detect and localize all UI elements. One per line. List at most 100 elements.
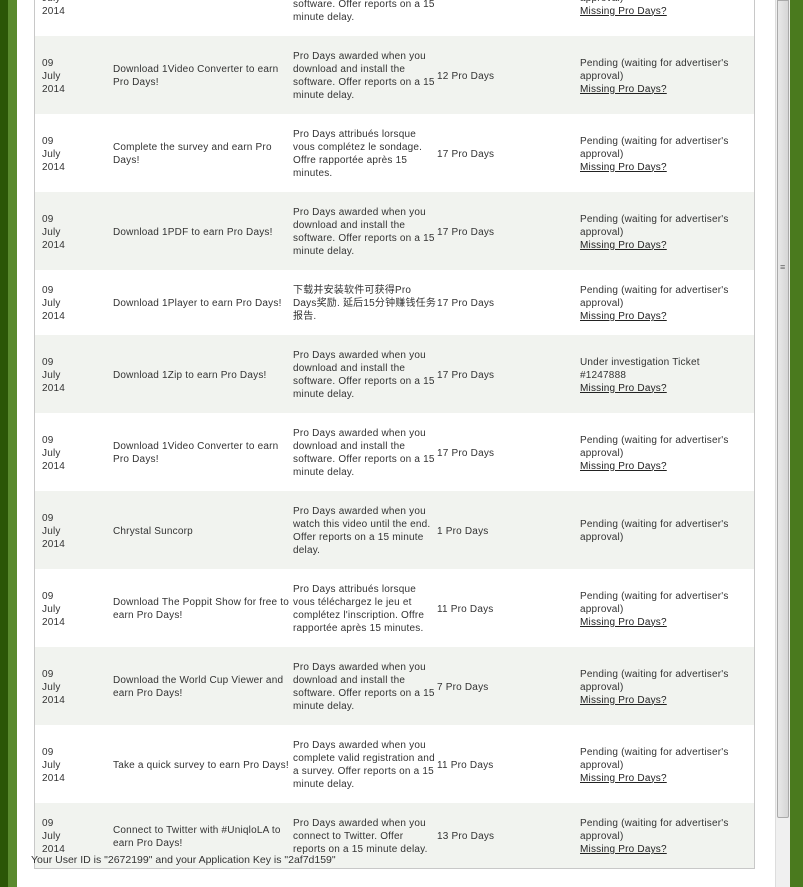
date-part: July: [42, 298, 61, 309]
date-part: July: [42, 603, 61, 615]
amount-cell: 13 Pro Days: [437, 803, 580, 868]
description-cell: 下载并安装软件可获得Pro Days奖励. 延后15分钟赚钱任务报告.: [293, 285, 437, 322]
offer-cell: Chrystal Suncorp: [113, 491, 293, 569]
missing-pro-days-link[interactable]: Missing Pro Days?: [580, 616, 667, 628]
offer-cell: Connect to Twitter with #UniqloLA to ear…: [113, 803, 293, 868]
status-cell: Pending (waiting for advertiser's approv…: [580, 270, 754, 335]
date-part: 2014: [42, 772, 66, 784]
date-part: July: [42, 148, 61, 160]
date-part: 2014: [42, 844, 66, 855]
status-text: Pending (waiting for advertiser's approv…: [580, 818, 729, 842]
status-cell: Under investigation Ticket #1247888 Missi…: [580, 335, 754, 413]
status-text: Pending (waiting for advertiser's approv…: [580, 0, 729, 4]
date-part: 2014: [42, 161, 66, 173]
date-part: 2014: [42, 538, 66, 550]
user-id-info: Your User ID is "2672199" and your Appli…: [31, 854, 336, 866]
table-row: 09 July 2014 Chrystal Suncorp Pro Days award…: [35, 491, 754, 569]
missing-pro-days-link[interactable]: Missing Pro Days?: [580, 5, 667, 17]
offer-cell: Download 1Zip to earn Pro Days!: [113, 335, 293, 413]
amount-cell: 17 Pro Days: [437, 192, 580, 270]
description-cell: Pro Days awarded when you download and i…: [293, 192, 437, 270]
page-content: 09July2014Pro Days awarded when you down…: [17, 0, 775, 887]
missing-pro-days-link[interactable]: Missing Pro Days?: [580, 772, 667, 784]
table-row: 09 July 2014 Connect to Twitter with #Uniql…: [35, 803, 754, 868]
date-part: July: [42, 681, 61, 693]
status-cell: Pending (waiting for advertiser's approv…: [580, 647, 754, 725]
table-row: 09 July 2014 Download the World Cup Viewer …: [35, 647, 754, 725]
date-part: July: [42, 447, 61, 459]
date-part: 2014: [42, 83, 66, 95]
description-cell: Pro Days awarded when you connect to Twi…: [293, 803, 437, 868]
table-row: 09 July 2014 Download 1Player to earn Pro D…: [35, 270, 754, 335]
scrollbar-thumb[interactable]: ≡: [777, 0, 789, 818]
table-row: 09 July 2014 Download 1Video Converter to e…: [35, 413, 754, 491]
description-cell: Pro Days attribués lorsque vous compléte…: [293, 129, 423, 179]
date-part: 2014: [42, 460, 66, 472]
status-cell: Pending (waiting for advertiser's approv…: [580, 0, 754, 36]
amount-cell: 7 Pro Days: [437, 647, 580, 725]
missing-pro-days-link[interactable]: Missing Pro Days?: [580, 239, 667, 251]
offer-cell: Download 1Video Converter to earn Pro Da…: [113, 36, 293, 114]
date-part: 09: [42, 512, 54, 524]
frame-border-left-inner: [8, 0, 17, 887]
date-part: 2014: [42, 382, 66, 394]
status-cell: Pending (waiting for advertiser's approv…: [580, 114, 754, 192]
amount-cell: 11 Pro Days: [437, 603, 494, 615]
missing-pro-days-link[interactable]: Missing Pro Days?: [580, 83, 667, 95]
date-part: 2014: [42, 239, 66, 251]
description-cell: Pro Days awarded when you download and i…: [293, 428, 435, 478]
date-part: July: [42, 0, 61, 4]
missing-pro-days-link[interactable]: Missing Pro Days?: [580, 311, 667, 322]
date-part: 09: [42, 434, 54, 446]
date-part: 2014: [42, 311, 66, 322]
status-text: Pending (waiting for advertiser's approv…: [580, 434, 729, 459]
status-text: Pending (waiting for advertiser's approv…: [580, 746, 729, 771]
offers-table: 09July2014Pro Days awarded when you down…: [35, 0, 754, 868]
status-text: Pending (waiting for advertiser's approv…: [580, 57, 729, 82]
offer-cell: Download The Poppit Show for free to ear…: [113, 597, 290, 621]
date-part: July: [42, 759, 61, 771]
missing-pro-days-link[interactable]: Missing Pro Days?: [580, 694, 667, 706]
description-cell: Pro Days awarded when you watch this vid…: [293, 491, 437, 569]
date-part: 2014: [42, 694, 66, 706]
vertical-scrollbar[interactable]: ≡: [775, 0, 790, 887]
description-cell: Pro Days awarded when you complete valid…: [293, 740, 435, 790]
frame-border-right: [790, 0, 803, 887]
status-text: Pending (waiting for advertiser's approv…: [580, 519, 729, 543]
date-part: July: [42, 369, 61, 381]
amount-cell: 1 Pro Days: [437, 491, 580, 569]
status-text: Pending (waiting for advertiser's approv…: [580, 668, 729, 693]
date-part: July: [42, 70, 61, 82]
description-cell: Pro Days awarded when you download and i…: [293, 335, 437, 413]
description-cell: Pro Days attribués lorsque vous téléchar…: [293, 584, 425, 634]
missing-pro-days-link[interactable]: Missing Pro Days?: [580, 460, 667, 472]
missing-pro-days-link[interactable]: Missing Pro Days?: [580, 844, 667, 855]
missing-pro-days-link[interactable]: Missing Pro Days?: [580, 161, 667, 173]
amount-cell: 17 Pro Days: [437, 148, 495, 160]
date-part: July: [42, 226, 61, 238]
date-part: 09: [42, 590, 54, 602]
date-part: July: [42, 525, 61, 537]
grip-icon: ≡: [780, 262, 786, 272]
amount-cell: 17 Pro Days: [437, 298, 495, 309]
date-part: 2014: [42, 5, 66, 17]
missing-pro-days-link[interactable]: Missing Pro Days?: [580, 382, 667, 394]
offer-cell: Download the World Cup Viewer and earn P…: [113, 647, 293, 725]
status-cell: Pending (waiting for advertiser's approv…: [580, 192, 754, 270]
offer-cell: [113, 0, 293, 36]
table-row: 09 July 2014 Download 1PDF to earn Pro Days…: [35, 192, 754, 270]
amount-cell: 17 Pro Days: [437, 447, 495, 459]
offers-table-container: 09July2014Pro Days awarded when you down…: [34, 0, 755, 869]
date-part: 09: [42, 746, 54, 758]
